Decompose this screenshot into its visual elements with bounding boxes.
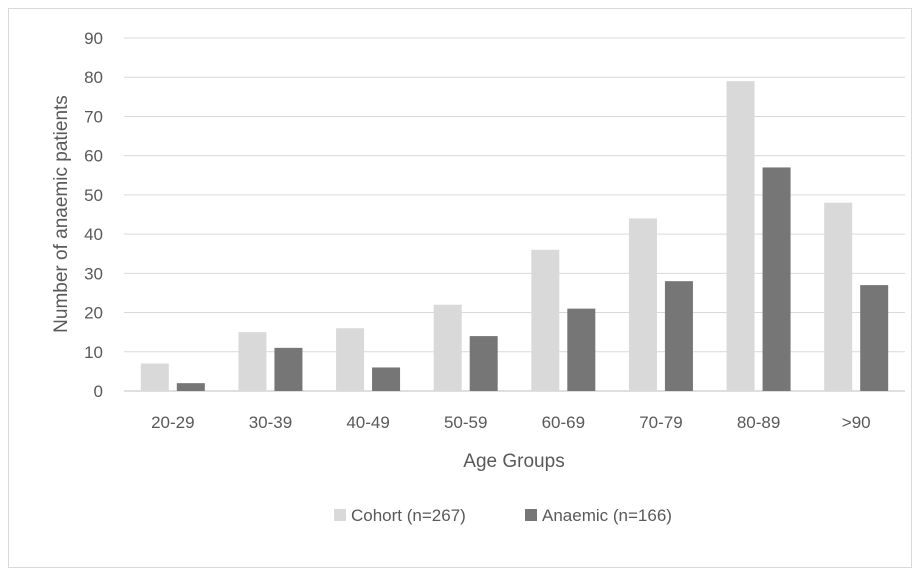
x-tick-label: 20-29 bbox=[151, 413, 194, 432]
y-tick-label: 90 bbox=[84, 29, 103, 48]
legend-label-cohort: Cohort (n=267) bbox=[351, 506, 466, 525]
bar-cohort-20-29 bbox=[140, 363, 169, 391]
bar-anaemic-50-59 bbox=[469, 336, 498, 391]
y-tick-label: 30 bbox=[84, 264, 103, 283]
bar-anaemic-40-49 bbox=[372, 367, 401, 391]
y-tick-label: 10 bbox=[84, 343, 103, 362]
x-tick-label: 70-79 bbox=[639, 413, 682, 432]
x-axis-ticks: 20-29 30-39 40-49 50-59 60-69 70-79 80-89 >90 bbox=[151, 413, 871, 432]
x-axis-title: Age Groups bbox=[463, 451, 564, 472]
legend-swatch-cohort bbox=[334, 509, 346, 521]
legend-swatch-anaemic bbox=[525, 509, 537, 521]
y-tick-label: 70 bbox=[84, 107, 103, 126]
legend: Cohort (n=267) Anaemic (n=166) bbox=[334, 506, 672, 525]
bar-anaemic-80-89 bbox=[762, 167, 791, 391]
bars bbox=[140, 81, 889, 392]
bar-cohort-80-89 bbox=[726, 81, 755, 392]
bar-cohort-50-59 bbox=[433, 304, 462, 391]
x-tick-label: 80-89 bbox=[737, 413, 780, 432]
bar-anaemic->90 bbox=[860, 285, 889, 391]
y-tick-label: 0 bbox=[94, 382, 103, 401]
y-tick-label: 40 bbox=[84, 225, 103, 244]
x-tick-label: 30-39 bbox=[249, 413, 292, 432]
bar-cohort-40-49 bbox=[336, 328, 365, 391]
y-tick-label: 80 bbox=[84, 68, 103, 87]
y-tick-label: 20 bbox=[84, 304, 103, 323]
y-tick-label: 60 bbox=[84, 147, 103, 166]
bar-anaemic-30-39 bbox=[274, 347, 303, 391]
bar-anaemic-70-79 bbox=[664, 281, 693, 391]
legend-label-anaemic: Anaemic (n=166) bbox=[542, 506, 672, 525]
bar-cohort-70-79 bbox=[628, 218, 657, 391]
bar-cohort->90 bbox=[824, 202, 853, 391]
x-tick-label: >90 bbox=[842, 413, 871, 432]
x-tick-label: 50-59 bbox=[444, 413, 487, 432]
bar-anaemic-60-69 bbox=[567, 308, 596, 391]
y-axis-ticks: 0 10 20 30 40 50 60 70 80 90 bbox=[84, 29, 103, 401]
chart-frame bbox=[8, 8, 912, 568]
x-tick-label: 60-69 bbox=[542, 413, 585, 432]
bar-cohort-60-69 bbox=[531, 249, 560, 391]
y-axis-title: Number of anaemic patients bbox=[51, 95, 72, 333]
y-tick-label: 50 bbox=[84, 186, 103, 205]
x-tick-label: 40-49 bbox=[346, 413, 389, 432]
bar-cohort-30-39 bbox=[238, 332, 267, 391]
bar-anaemic-20-29 bbox=[176, 383, 205, 391]
